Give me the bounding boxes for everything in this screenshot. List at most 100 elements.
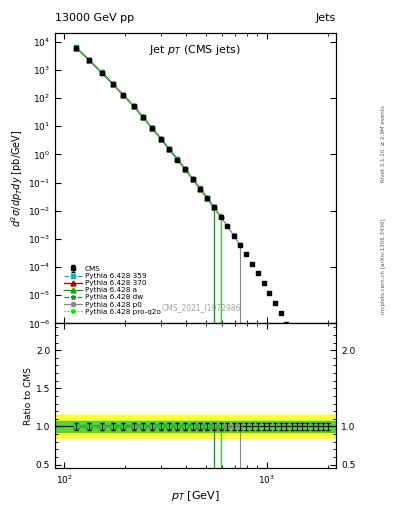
Pythia 6.428 pro-q2o [121,92,126,98]
Y-axis label: $d^{2}\sigma/dp_Tdy$ [pb/GeV]: $d^{2}\sigma/dp_Tdy$ [pb/GeV] [9,130,25,227]
Pythia 6.428 dw [73,45,78,51]
Pythia 6.428 p0 [205,195,209,201]
Pythia 6.428 p0 [190,176,195,182]
Pythia 6.428 dw [87,57,92,63]
Pythia 6.428 a [183,166,187,172]
Pythia 6.428 pro-q2o [167,146,172,153]
Pythia 6.428 a [167,146,172,153]
Pythia 6.428 dw [190,176,195,182]
Pythia 6.428 359 [183,166,187,172]
Pythia 6.428 359 [131,103,136,109]
Pythia 6.428 359 [167,146,172,152]
Pythia 6.428 359 [205,195,209,201]
Pythia 6.428 p0 [150,125,154,132]
Pythia 6.428 p0 [218,214,223,220]
Pythia 6.428 370 [73,45,78,51]
Text: Jets: Jets [316,12,336,23]
Pythia 6.428 370 [167,146,172,153]
Pythia 6.428 359 [150,125,154,131]
Pythia 6.428 p0 [141,114,145,120]
Pythia 6.428 370 [110,81,115,87]
Pythia 6.428 p0 [167,146,172,153]
Text: Rivet 3.1.10, ≥ 2.9M events: Rivet 3.1.10, ≥ 2.9M events [381,105,386,182]
Pythia 6.428 370 [158,136,163,142]
Pythia 6.428 dw [167,146,172,153]
Pythia 6.428 370 [198,185,202,191]
Pythia 6.428 pro-q2o [87,57,92,63]
Pythia 6.428 pro-q2o [218,214,223,220]
Pythia 6.428 dw [175,156,180,162]
Pythia 6.428 359 [110,81,115,87]
Pythia 6.428 a [110,81,115,87]
Pythia 6.428 pro-q2o [183,166,187,172]
Pythia 6.428 dw [211,204,216,210]
Pythia 6.428 a [205,195,209,201]
Pythia 6.428 a [190,176,195,182]
Pythia 6.428 359 [158,136,163,142]
Line: Pythia 6.428 370: Pythia 6.428 370 [73,45,223,219]
Line: Pythia 6.428 p0: Pythia 6.428 p0 [74,46,242,247]
Pythia 6.428 p0 [225,223,230,229]
Line: Pythia 6.428 a: Pythia 6.428 a [73,45,216,210]
Y-axis label: Ratio to CMS: Ratio to CMS [24,367,33,425]
Pythia 6.428 p0 [231,232,236,239]
Pythia 6.428 pro-q2o [198,185,202,191]
Pythia 6.428 pro-q2o [131,103,136,109]
Text: Jet $p_T$ (CMS jets): Jet $p_T$ (CMS jets) [149,44,242,57]
Pythia 6.428 p0 [237,242,242,248]
Pythia 6.428 370 [99,70,104,76]
Pythia 6.428 359 [141,114,145,120]
Pythia 6.428 dw [99,70,104,76]
Text: mcplots.cern.ch [arXiv:1306.3436]: mcplots.cern.ch [arXiv:1306.3436] [381,219,386,314]
Pythia 6.428 p0 [73,45,78,51]
Pythia 6.428 a [150,125,154,131]
Pythia 6.428 p0 [198,185,202,191]
Pythia 6.428 a [99,69,104,75]
Pythia 6.428 a [198,185,202,191]
Pythia 6.428 dw [150,125,154,132]
Pythia 6.428 p0 [87,57,92,63]
Pythia 6.428 pro-q2o [175,156,180,162]
Pythia 6.428 a [87,57,92,63]
Pythia 6.428 p0 [158,136,163,142]
Pythia 6.428 pro-q2o [99,70,104,76]
Pythia 6.428 p0 [99,70,104,76]
Pythia 6.428 pro-q2o [190,176,195,182]
Pythia 6.428 370 [87,57,92,63]
Bar [55,415,336,438]
Pythia 6.428 359 [211,204,216,210]
Pythia 6.428 dw [141,114,145,120]
Pythia 6.428 370 [150,125,154,131]
Pythia 6.428 359 [73,45,78,51]
Pythia 6.428 a [121,92,126,98]
Pythia 6.428 dw [131,103,136,110]
Pythia 6.428 pro-q2o [150,125,154,132]
Pythia 6.428 370 [190,176,195,182]
Pythia 6.428 dw [110,81,115,88]
Pythia 6.428 dw [198,185,202,191]
Pythia 6.428 p0 [175,156,180,162]
Pythia 6.428 pro-q2o [73,45,78,51]
Pythia 6.428 p0 [121,92,126,98]
Pythia 6.428 dw [205,195,209,201]
Pythia 6.428 a [158,136,163,142]
Line: Pythia 6.428 359: Pythia 6.428 359 [74,46,216,209]
Text: 13000 GeV pp: 13000 GeV pp [55,12,134,23]
Pythia 6.428 a [73,45,78,51]
Line: Pythia 6.428 pro-q2o: Pythia 6.428 pro-q2o [73,45,223,219]
Pythia 6.428 a [211,204,216,210]
Pythia 6.428 dw [183,166,187,172]
Pythia 6.428 370 [205,195,209,201]
Pythia 6.428 359 [175,156,180,162]
Pythia 6.428 370 [131,103,136,109]
Pythia 6.428 p0 [183,166,187,172]
Pythia 6.428 370 [183,166,187,172]
Pythia 6.428 p0 [131,103,136,109]
Pythia 6.428 359 [99,69,104,75]
Pythia 6.428 a [175,156,180,162]
Pythia 6.428 a [141,114,145,120]
Pythia 6.428 dw [158,136,163,142]
Pythia 6.428 370 [218,214,223,220]
Pythia 6.428 370 [141,114,145,120]
Line: Pythia 6.428 dw: Pythia 6.428 dw [73,45,216,210]
